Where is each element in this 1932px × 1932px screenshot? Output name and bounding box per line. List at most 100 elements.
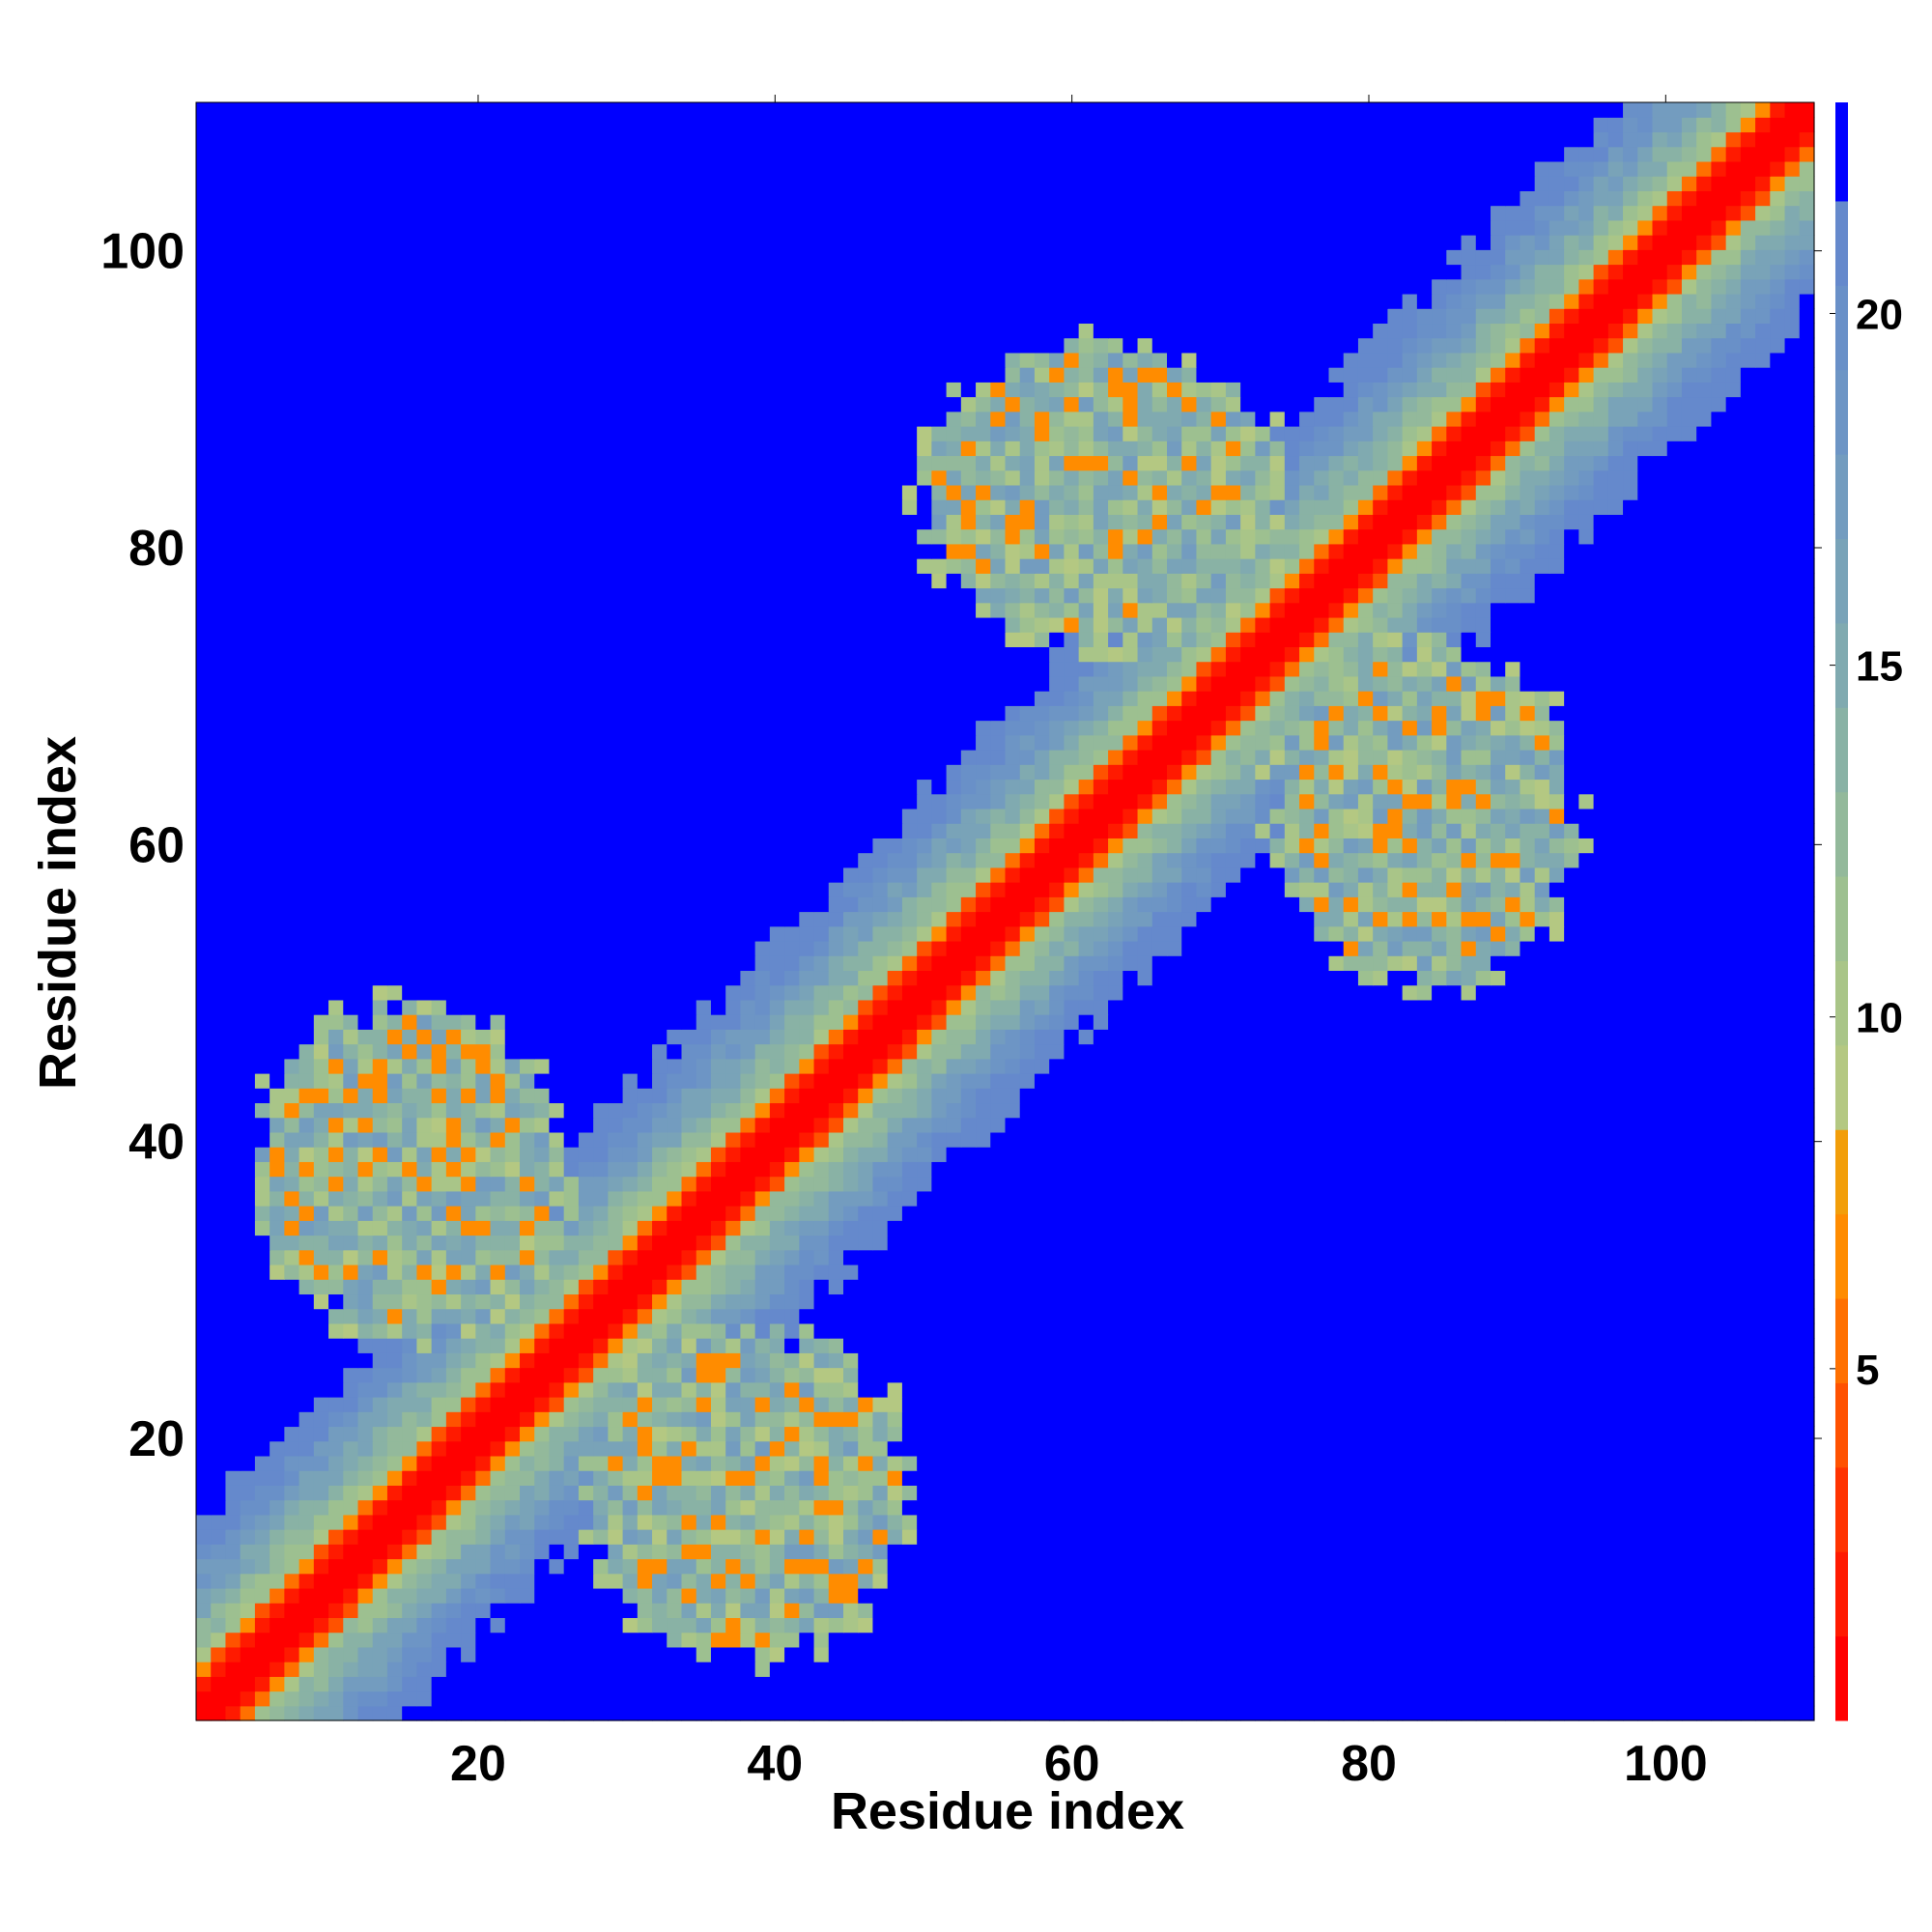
heatmap-cell — [740, 1544, 756, 1560]
heatmap-cell — [1240, 1440, 1256, 1457]
heatmap-cell — [813, 1470, 830, 1486]
heatmap-cell — [1269, 1632, 1286, 1648]
heatmap-cell — [696, 1558, 712, 1575]
heatmap-cell — [1314, 1573, 1330, 1589]
heatmap-cell — [1520, 1235, 1536, 1251]
heatmap-cell — [1446, 1293, 1463, 1310]
heatmap-cell — [1475, 1176, 1492, 1192]
heatmap-cell — [1373, 1220, 1389, 1236]
heatmap-cell — [357, 1632, 374, 1648]
heatmap-cell — [372, 1264, 388, 1280]
heatmap-cell — [357, 1529, 374, 1545]
heatmap-cell — [1269, 1293, 1286, 1310]
heatmap-cell — [270, 1499, 285, 1516]
heatmap-cell — [534, 1455, 551, 1471]
heatmap-cell — [725, 1617, 742, 1634]
heatmap-cell — [843, 1632, 859, 1648]
heatmap-cell — [1505, 1558, 1521, 1575]
heatmap-cell — [1064, 1455, 1080, 1471]
heatmap-cell — [652, 1485, 668, 1501]
heatmap-cell — [1387, 1455, 1404, 1471]
heatmap-cell — [445, 1705, 462, 1721]
heatmap-cell — [1784, 1646, 1801, 1662]
heatmap-cell — [813, 1587, 830, 1604]
heatmap-cell — [1357, 1073, 1374, 1089]
heatmap-cell — [931, 1279, 948, 1295]
heatmap-cell — [946, 1161, 962, 1178]
heatmap-cell — [1049, 1322, 1065, 1339]
heatmap-cell — [1064, 1485, 1080, 1501]
heatmap-cell — [1461, 1646, 1477, 1662]
heatmap-cell — [1564, 1220, 1579, 1236]
heatmap-cell — [1475, 1455, 1492, 1471]
heatmap-cell — [416, 1426, 433, 1442]
heatmap-cell — [1432, 1455, 1447, 1471]
heatmap-cell — [1284, 1352, 1300, 1369]
heatmap-cell — [1181, 1279, 1198, 1295]
heatmap-cell — [799, 1485, 815, 1501]
heatmap-cell — [1196, 1587, 1212, 1604]
heatmap-cell — [1108, 1190, 1123, 1207]
heatmap-cell — [270, 1073, 285, 1089]
heatmap-cell — [1461, 1206, 1477, 1221]
heatmap-cell — [578, 1131, 594, 1148]
heatmap-cell — [1284, 1161, 1300, 1178]
heatmap-cell — [1593, 1587, 1609, 1604]
heatmap-cell — [1578, 1514, 1595, 1530]
heatmap-cell — [520, 1352, 535, 1369]
heatmap-cell — [1652, 1073, 1668, 1089]
heatmap-cell — [681, 1690, 697, 1707]
heatmap-cell — [593, 1293, 609, 1310]
heatmap-cell — [799, 1235, 815, 1251]
heatmap-cell — [917, 1587, 932, 1604]
heatmap-cell — [1049, 1220, 1065, 1236]
heatmap-cell — [431, 1352, 447, 1369]
heatmap-cell — [225, 1662, 242, 1677]
heatmap-cell — [960, 1455, 977, 1471]
heatmap-cell — [667, 1220, 683, 1236]
heatmap-cell — [1299, 1249, 1315, 1265]
heatmap-cell — [1784, 1249, 1801, 1265]
heatmap-cell — [1681, 1499, 1697, 1516]
heatmap-cell — [386, 1499, 403, 1516]
heatmap-cell — [740, 1397, 756, 1412]
heatmap-cell — [1151, 1632, 1168, 1648]
heatmap-cell — [784, 1293, 800, 1310]
heatmap-cell — [1637, 1632, 1654, 1648]
heatmap-cell — [504, 1470, 521, 1486]
heatmap-cell — [960, 1397, 977, 1412]
heatmap-cell — [813, 1411, 830, 1428]
heatmap-cell — [445, 1338, 462, 1353]
heatmap-cell — [1167, 1190, 1182, 1207]
heatmap-cell — [1799, 1455, 1815, 1471]
heatmap-cell — [710, 1646, 726, 1662]
heatmap-cell — [196, 1102, 212, 1119]
heatmap-cell — [608, 1397, 624, 1412]
heatmap-cell — [1696, 1308, 1713, 1324]
heatmap-cell — [843, 1617, 859, 1634]
heatmap-cell — [931, 1176, 948, 1192]
heatmap-cell — [1240, 1617, 1256, 1634]
heatmap-cell — [1505, 1529, 1521, 1545]
heatmap-cell — [1034, 1381, 1050, 1398]
heatmap-cell — [637, 1690, 653, 1707]
heatmap-cell — [490, 1573, 506, 1589]
heatmap-cell — [1446, 1632, 1463, 1648]
heatmap-cell — [1402, 1322, 1418, 1339]
heatmap-cell — [1005, 1131, 1021, 1148]
heatmap-cell — [1696, 1322, 1713, 1339]
heatmap-cell — [1623, 1690, 1638, 1707]
heatmap-cell — [1784, 1117, 1801, 1133]
heatmap-cell — [1373, 1646, 1389, 1662]
heatmap-cell — [1725, 1367, 1742, 1383]
heatmap-cell — [1711, 1603, 1727, 1619]
heatmap-cell — [813, 1485, 830, 1501]
heatmap-cell — [1505, 1705, 1521, 1721]
heatmap-cell — [1049, 1705, 1065, 1721]
heatmap-cell — [622, 1293, 639, 1310]
heatmap-cell — [1240, 1190, 1256, 1207]
heatmap-cell — [1725, 1426, 1742, 1442]
heatmap-cell — [946, 1690, 962, 1707]
heatmap-cell — [1696, 1662, 1713, 1677]
heatmap-cell — [1475, 1381, 1492, 1398]
